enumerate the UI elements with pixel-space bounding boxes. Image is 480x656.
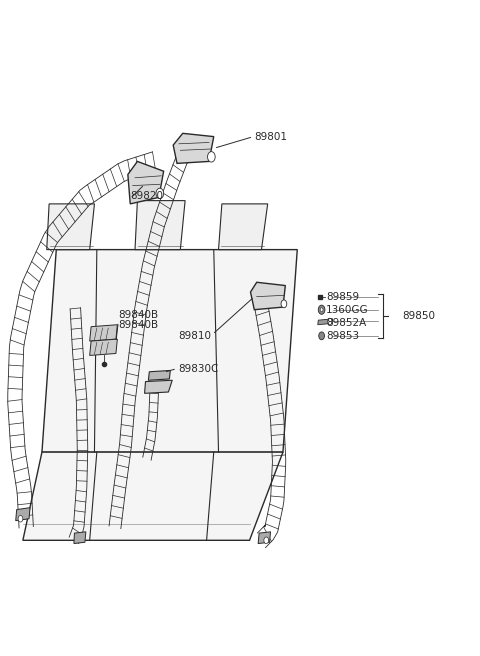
- Polygon shape: [218, 204, 268, 250]
- Polygon shape: [47, 204, 95, 250]
- Text: 89801: 89801: [254, 132, 288, 142]
- Circle shape: [327, 318, 332, 325]
- Text: 89853: 89853: [326, 331, 359, 341]
- Polygon shape: [144, 380, 172, 394]
- Polygon shape: [128, 161, 164, 204]
- Text: 89820: 89820: [130, 191, 163, 201]
- Circle shape: [320, 308, 323, 312]
- Polygon shape: [42, 250, 297, 452]
- Text: 89840B: 89840B: [118, 310, 158, 320]
- Polygon shape: [148, 371, 170, 380]
- Circle shape: [264, 537, 269, 544]
- Text: 89830C: 89830C: [178, 364, 218, 374]
- Polygon shape: [135, 201, 185, 250]
- Text: 89850: 89850: [402, 311, 435, 321]
- Circle shape: [319, 332, 324, 340]
- Text: 89859: 89859: [326, 292, 359, 302]
- Circle shape: [318, 305, 325, 314]
- Text: 1360GG: 1360GG: [326, 304, 369, 315]
- Text: 89840B: 89840B: [118, 320, 158, 330]
- Polygon shape: [90, 325, 117, 341]
- Text: 89852A: 89852A: [326, 318, 366, 328]
- Polygon shape: [251, 282, 285, 310]
- Polygon shape: [258, 532, 271, 544]
- Polygon shape: [318, 319, 333, 325]
- Circle shape: [281, 300, 287, 308]
- Polygon shape: [173, 133, 214, 163]
- Text: 89810: 89810: [179, 331, 211, 341]
- Circle shape: [156, 188, 164, 199]
- Polygon shape: [23, 452, 283, 541]
- Polygon shape: [16, 508, 30, 521]
- Circle shape: [207, 152, 215, 162]
- Circle shape: [18, 516, 23, 522]
- Polygon shape: [74, 532, 86, 544]
- Polygon shape: [90, 339, 117, 356]
